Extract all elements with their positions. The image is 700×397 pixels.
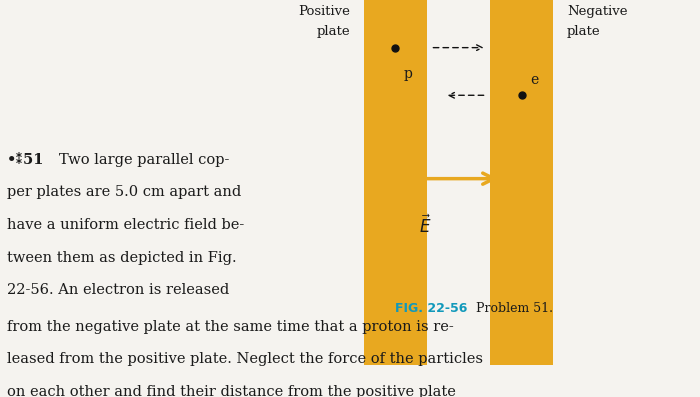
Text: Problem 51.: Problem 51. — [476, 302, 553, 315]
Text: Negative: Negative — [567, 5, 627, 18]
Text: Two large parallel cop-: Two large parallel cop- — [60, 153, 230, 167]
Text: 22-56. An electron is released: 22-56. An electron is released — [7, 283, 230, 297]
Text: plate: plate — [567, 25, 601, 38]
Text: on each other and find their distance from the positive plate: on each other and find their distance fr… — [7, 385, 456, 397]
Text: p: p — [404, 67, 413, 81]
Text: e: e — [530, 73, 538, 87]
Text: plate: plate — [316, 25, 350, 38]
Text: FIG. 22-56: FIG. 22-56 — [395, 302, 468, 315]
Text: $\vec{E}$: $\vec{E}$ — [419, 214, 432, 237]
Text: per plates are 5.0 cm apart and: per plates are 5.0 cm apart and — [7, 185, 241, 199]
Bar — [490, 0, 553, 365]
Text: leased from the positive plate. Neglect the force of the particles: leased from the positive plate. Neglect … — [7, 352, 483, 366]
Text: tween them as depicted in Fig.: tween them as depicted in Fig. — [7, 251, 237, 264]
Text: from the negative plate at the same time that a proton is re-: from the negative plate at the same time… — [7, 320, 454, 333]
Bar — [364, 0, 427, 365]
Text: have a uniform electric field be-: have a uniform electric field be- — [7, 218, 244, 232]
Text: •⁑51: •⁑51 — [7, 153, 45, 167]
Text: Positive: Positive — [298, 5, 350, 18]
